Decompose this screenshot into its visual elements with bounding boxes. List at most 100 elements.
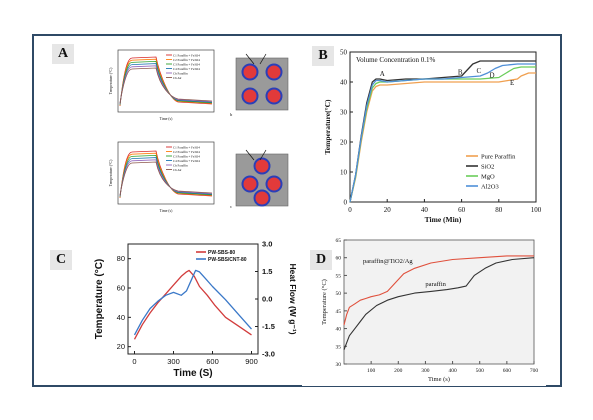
y-tick-label: 10: [340, 169, 348, 177]
curve-label-0: paraffin@TiO2/Ag: [363, 258, 413, 265]
x-tick-label: 0: [132, 357, 136, 366]
legend-entry: Pure Paraffin: [481, 154, 516, 161]
y-right-tick-label: -1.5: [262, 322, 275, 331]
point-label-e: E: [510, 79, 514, 87]
x-axis-label: Time (s): [428, 376, 450, 383]
x-tick-label: 600: [503, 368, 512, 374]
x-tick-label: 600: [206, 357, 219, 366]
mini-plot-tag: c: [230, 204, 232, 209]
x-tick-label: 80: [495, 206, 503, 214]
mini-legend-entry: C2 Paraffin + Fe3O4: [173, 150, 200, 154]
panel-c-chart: 0 300 600 900 20 40 60 80 -3.0 -1.5 0.0 1.5 3.0 Time …: [94, 240, 298, 380]
mini-plot-tag: b: [230, 112, 233, 117]
x-tick-label: 300: [421, 368, 430, 374]
y-right-tick-label: 0.0: [262, 295, 272, 304]
y-tick-label: 20: [117, 342, 125, 351]
mini-legend-entry: C4 Paraffin + Fe3O4: [173, 159, 200, 163]
panel-d: D 100 200 300 400 500 600 700 30 35 40 45 50 55 60 65 T…: [302, 230, 546, 386]
y-tick-label: 60: [117, 284, 125, 293]
mini-series-0-5: [119, 67, 213, 104]
panel-b-chart: 0 20 40 60 80 100 0 10 20 30 40 50 Time (Min) Tempera…: [323, 49, 542, 225]
y-tick-label: 80: [117, 254, 125, 263]
figure-frame: A C1 Paraffin + Fe3O4 C2 Paraffin + Fe3O4…: [32, 34, 562, 387]
legend-entry: Al2O3: [481, 184, 499, 191]
x-tick-label: 200: [394, 368, 403, 374]
panel-d-chart: 100 200 300 400 500 600 700 30 35 40 45 50 55 60 65 Tim…: [321, 238, 539, 383]
panel-d-label: D: [310, 250, 332, 270]
probe-line: [245, 53, 255, 65]
plot-frame: [343, 239, 535, 365]
panel-c-label: C: [50, 250, 72, 270]
x-tick-label: 400: [448, 368, 457, 374]
x-tick-label: 0: [348, 206, 352, 214]
mini-x-label: Time (s): [160, 209, 174, 213]
y-tick-label: 65: [336, 238, 342, 244]
y-tick-label: 0: [344, 199, 348, 207]
legend-entry: MgO: [481, 174, 495, 181]
x-tick-label: 60: [458, 206, 466, 214]
x-tick-label: 900: [245, 357, 258, 366]
y-tick-label: 55: [336, 273, 342, 279]
schematic-tube-0-3: [265, 87, 283, 105]
mini-legend-entry: C2 Paraffin + Fe3O4: [173, 58, 200, 62]
y-tick-label: 30: [336, 362, 342, 368]
panel-c: C 0 300 600 900 20 40 60 80 -3.0 -1.5 0.0 1.5 3.0 Tim…: [48, 230, 298, 380]
series-line-1: [133, 269, 252, 336]
schematic-block-0: [235, 57, 289, 111]
point-label-d: D: [490, 72, 495, 80]
y-right-tick-label: -3.0: [262, 350, 275, 359]
legend-entry: PW-SBS/CNT-80: [208, 257, 247, 263]
y-axis-label: Temperature (°C): [94, 259, 105, 340]
y-tick-label: 30: [340, 109, 348, 117]
curve-label-1: paraffin: [425, 281, 446, 288]
y-tick-label: 35: [336, 344, 342, 350]
mini-legend-entry: C3 Paraffin + Fe3O4: [173, 155, 200, 159]
probe-line: [245, 149, 255, 161]
x-tick-label: 500: [476, 368, 485, 374]
x-tick-label: 700: [530, 368, 539, 374]
probe-line: [259, 53, 267, 65]
mini-legend-entry: C1 Paraffin + Fe3O4: [173, 54, 200, 58]
point-label-c: C: [476, 67, 481, 75]
mini-legend-entry: C4 Paraffin + Fe3O4: [173, 67, 200, 71]
series-line-2: [349, 66, 536, 203]
x-tick-label: 100: [531, 206, 542, 214]
schematic-tube-0-1: [265, 63, 283, 81]
y-tick-label: 20: [340, 139, 348, 147]
x-tick-label: 40: [421, 206, 429, 214]
schematic-tube-1-1: [241, 175, 259, 193]
chart-title: Volume Concentration 0.1%: [356, 56, 436, 64]
y-tick-label: 50: [336, 291, 342, 297]
y-tick-label: 50: [340, 49, 348, 57]
series-line-0: [349, 72, 536, 203]
mini-legend-entry: Ch Air: [173, 168, 183, 172]
mini-x-label: Time (s): [160, 117, 174, 121]
plot-frame: [349, 51, 537, 203]
y-tick-label: 40: [340, 79, 348, 87]
series-line-0: [343, 255, 534, 326]
y-right-tick-label: 3.0: [262, 240, 272, 249]
y-axis-label: Temperature(°C): [323, 99, 332, 155]
mini-legend-entry: Ch Air: [173, 76, 183, 80]
mini-y-label: Temperature (°C): [109, 67, 113, 94]
panel-b: B 0 20 40 60 80 100 0 10 20 30 40 50 Time (Min) Tempe…: [302, 38, 546, 224]
x-tick-label: 20: [384, 206, 392, 214]
y-tick-label: 40: [117, 313, 125, 322]
mini-series-1-5: [119, 161, 213, 196]
series-line-1: [343, 257, 535, 350]
schematic-tube-0-0: [241, 63, 259, 81]
legend-entry: SiO2: [481, 164, 494, 171]
mini-legend-entry: Ch Paraffin: [173, 72, 188, 76]
panel-a: A C1 Paraffin + Fe3O4 C2 Paraffin + Fe3O4…: [48, 38, 298, 222]
x-tick-label: 300: [167, 357, 180, 366]
y-tick-label: 60: [336, 256, 342, 262]
schematic-tube-1-2: [265, 175, 283, 193]
mini-legend-entry: Ch Paraffin: [173, 164, 188, 168]
y-tick-label: 40: [336, 327, 342, 333]
x-axis-label: Time (S): [173, 368, 212, 379]
x-axis-label: Time (Min): [425, 215, 462, 224]
probe-line: [259, 149, 267, 161]
panel-a-label: A: [52, 44, 74, 64]
series-line-3: [349, 63, 536, 203]
